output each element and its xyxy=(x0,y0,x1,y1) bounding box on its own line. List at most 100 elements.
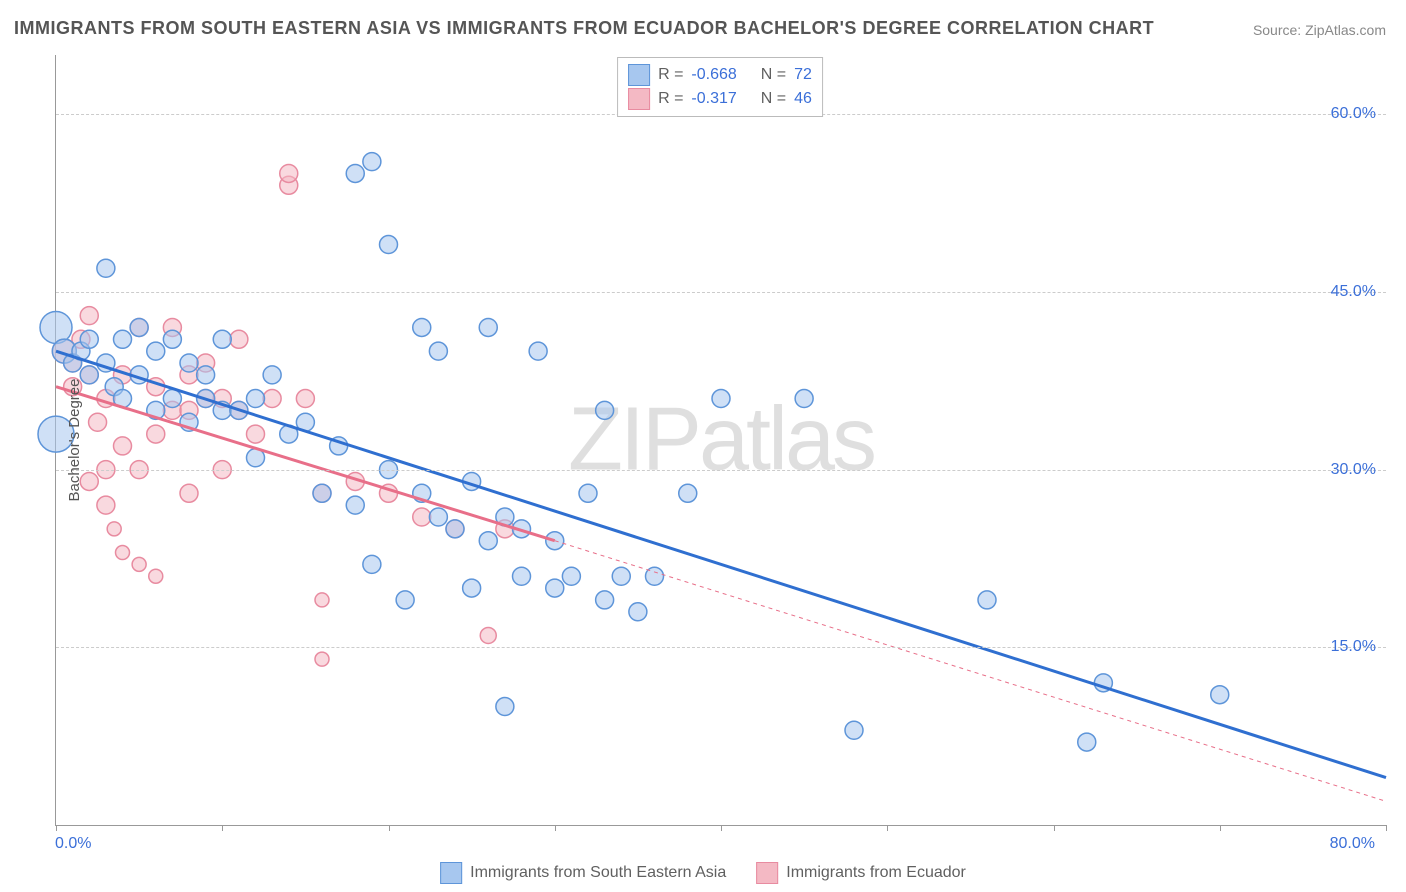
data-point xyxy=(679,484,697,502)
chart-title: IMMIGRANTS FROM SOUTH EASTERN ASIA VS IM… xyxy=(14,18,1154,39)
data-point xyxy=(596,401,614,419)
x-tick xyxy=(1386,825,1387,831)
y-axis-label: Bachelor's Degree xyxy=(66,379,83,502)
x-tick xyxy=(389,825,390,831)
legend-bottom-ecu: Immigrants from Ecuador xyxy=(756,862,966,884)
data-point xyxy=(496,698,514,716)
data-point xyxy=(280,164,298,182)
data-point xyxy=(413,318,431,336)
data-point xyxy=(712,390,730,408)
legend-n-label: N = xyxy=(761,66,786,84)
legend-sea-n: 72 xyxy=(794,66,812,84)
y-tick-label: 15.0% xyxy=(1331,638,1376,656)
y-tick-label: 60.0% xyxy=(1331,105,1376,123)
data-point xyxy=(380,236,398,254)
data-point xyxy=(315,593,329,607)
x-tick xyxy=(721,825,722,831)
data-point xyxy=(147,342,165,360)
legend-ecu-r: -0.317 xyxy=(691,90,736,108)
data-point xyxy=(346,164,364,182)
legend-bottom: Immigrants from South Eastern Asia Immig… xyxy=(440,862,966,884)
data-point xyxy=(89,413,107,431)
source-text: Source: ZipAtlas.com xyxy=(1253,22,1386,38)
x-tick xyxy=(56,825,57,831)
data-point xyxy=(480,627,496,643)
grid-line xyxy=(56,292,1386,293)
data-point xyxy=(596,591,614,609)
data-point xyxy=(315,652,329,666)
data-point xyxy=(163,330,181,348)
data-point xyxy=(230,330,248,348)
x-axis-min-label: 0.0% xyxy=(55,835,91,853)
grid-line xyxy=(56,647,1386,648)
data-point xyxy=(463,579,481,597)
data-point xyxy=(130,318,148,336)
data-point xyxy=(313,484,331,502)
legend-sea-name: Immigrants from South Eastern Asia xyxy=(470,864,726,882)
data-point xyxy=(80,330,98,348)
data-point xyxy=(978,591,996,609)
legend-sea-r: -0.668 xyxy=(691,66,736,84)
legend-bottom-sea: Immigrants from South Eastern Asia xyxy=(440,862,726,884)
data-point xyxy=(346,496,364,514)
data-point xyxy=(263,390,281,408)
data-point xyxy=(479,318,497,336)
data-point xyxy=(97,259,115,277)
data-point xyxy=(446,520,464,538)
data-point xyxy=(413,508,431,526)
legend-n-label: N = xyxy=(761,90,786,108)
legend-swatch-ecu xyxy=(628,88,650,110)
data-point xyxy=(363,555,381,573)
data-point xyxy=(1211,686,1229,704)
legend-top-row-sea: R = -0.668 N = 72 xyxy=(628,64,812,86)
data-point xyxy=(114,437,132,455)
data-point xyxy=(132,557,146,571)
data-point xyxy=(263,366,281,384)
data-point xyxy=(612,567,630,585)
data-point xyxy=(513,567,531,585)
y-tick-label: 30.0% xyxy=(1331,461,1376,479)
data-point xyxy=(247,390,265,408)
legend-top-row-ecu: R = -0.317 N = 46 xyxy=(628,88,812,110)
legend-ecu-name: Immigrants from Ecuador xyxy=(786,864,966,882)
x-tick xyxy=(1220,825,1221,831)
data-point xyxy=(546,579,564,597)
data-point xyxy=(1078,733,1096,751)
data-point xyxy=(562,567,580,585)
legend-swatch-ecu xyxy=(756,862,778,884)
data-point xyxy=(579,484,597,502)
data-point xyxy=(429,342,447,360)
legend-swatch-sea xyxy=(440,862,462,884)
legend-top: R = -0.668 N = 72 R = -0.317 N = 46 xyxy=(617,57,823,117)
x-tick xyxy=(222,825,223,831)
chart-svg xyxy=(56,55,1386,825)
data-point xyxy=(529,342,547,360)
x-tick xyxy=(887,825,888,831)
data-point xyxy=(629,603,647,621)
data-point xyxy=(795,390,813,408)
data-point xyxy=(40,311,72,343)
data-point xyxy=(149,569,163,583)
grid-line xyxy=(56,470,1386,471)
data-point xyxy=(296,390,314,408)
data-point xyxy=(116,546,130,560)
data-point xyxy=(363,153,381,171)
data-point xyxy=(213,330,231,348)
data-point xyxy=(180,354,198,372)
y-tick-label: 45.0% xyxy=(1331,283,1376,301)
data-point xyxy=(247,425,265,443)
data-point xyxy=(147,425,165,443)
data-point xyxy=(80,307,98,325)
legend-ecu-n: 46 xyxy=(794,90,812,108)
legend-r-label: R = xyxy=(658,90,683,108)
legend-swatch-sea xyxy=(628,64,650,86)
legend-r-label: R = xyxy=(658,66,683,84)
data-point xyxy=(197,366,215,384)
data-point xyxy=(396,591,414,609)
data-point xyxy=(180,484,198,502)
data-point xyxy=(479,532,497,550)
x-tick xyxy=(555,825,556,831)
data-point xyxy=(107,522,121,536)
x-axis-max-label: 80.0% xyxy=(1330,835,1375,853)
data-point xyxy=(845,721,863,739)
